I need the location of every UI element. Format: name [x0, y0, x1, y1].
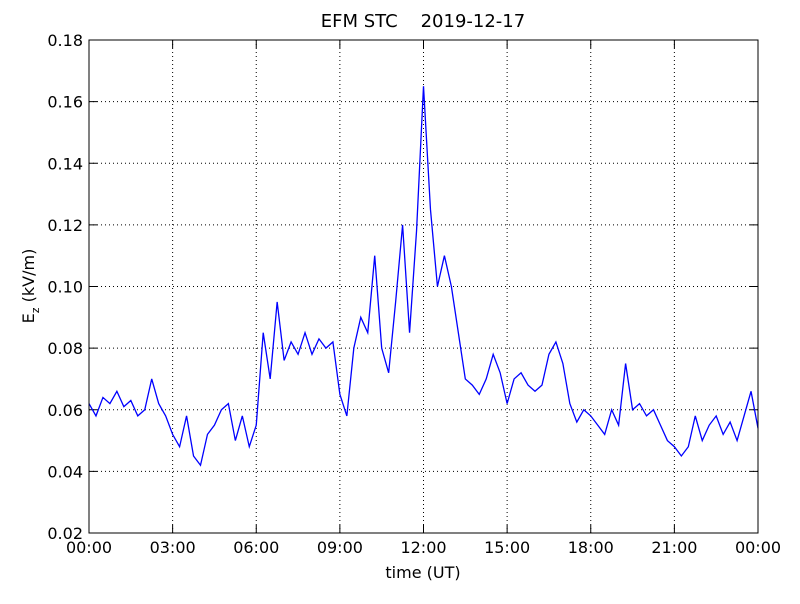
y-label-main: E: [19, 313, 38, 323]
y-label-sub: z: [29, 307, 42, 313]
y-tick-label: 0.14: [47, 154, 83, 173]
plot-frame: [88, 39, 759, 534]
y-tick-label: 0.12: [47, 216, 83, 235]
x-tick-label: 00:00: [735, 538, 781, 557]
y-tick-label: 0.18: [47, 31, 83, 50]
x-tick-label: 00:00: [66, 538, 112, 557]
y-tick-label: 0.06: [47, 401, 83, 420]
x-tick-label: 09:00: [317, 538, 363, 557]
data-line: [88, 86, 759, 467]
y-tick-label: 0.08: [47, 339, 83, 358]
x-tick-label: 06:00: [233, 538, 279, 557]
x-tick-label: 21:00: [651, 538, 697, 557]
y-tick-label: 0.10: [47, 278, 83, 297]
y-tick-label: 0.16: [47, 93, 83, 112]
x-tick-label: 03:00: [150, 538, 196, 557]
x-tick-label: 18:00: [568, 538, 614, 557]
y-tick-label: 0.04: [47, 462, 83, 481]
y-axis-label: Ez (kV/m): [19, 249, 42, 324]
y-tick-label: 0.02: [47, 524, 83, 543]
x-tick-label: 12:00: [400, 538, 446, 557]
x-tick-label: 15:00: [484, 538, 530, 557]
y-label-unit: (kV/m): [19, 249, 38, 308]
x-axis-label: time (UT): [385, 563, 460, 582]
chart-title: EFM STC 2019-12-17: [321, 11, 525, 32]
